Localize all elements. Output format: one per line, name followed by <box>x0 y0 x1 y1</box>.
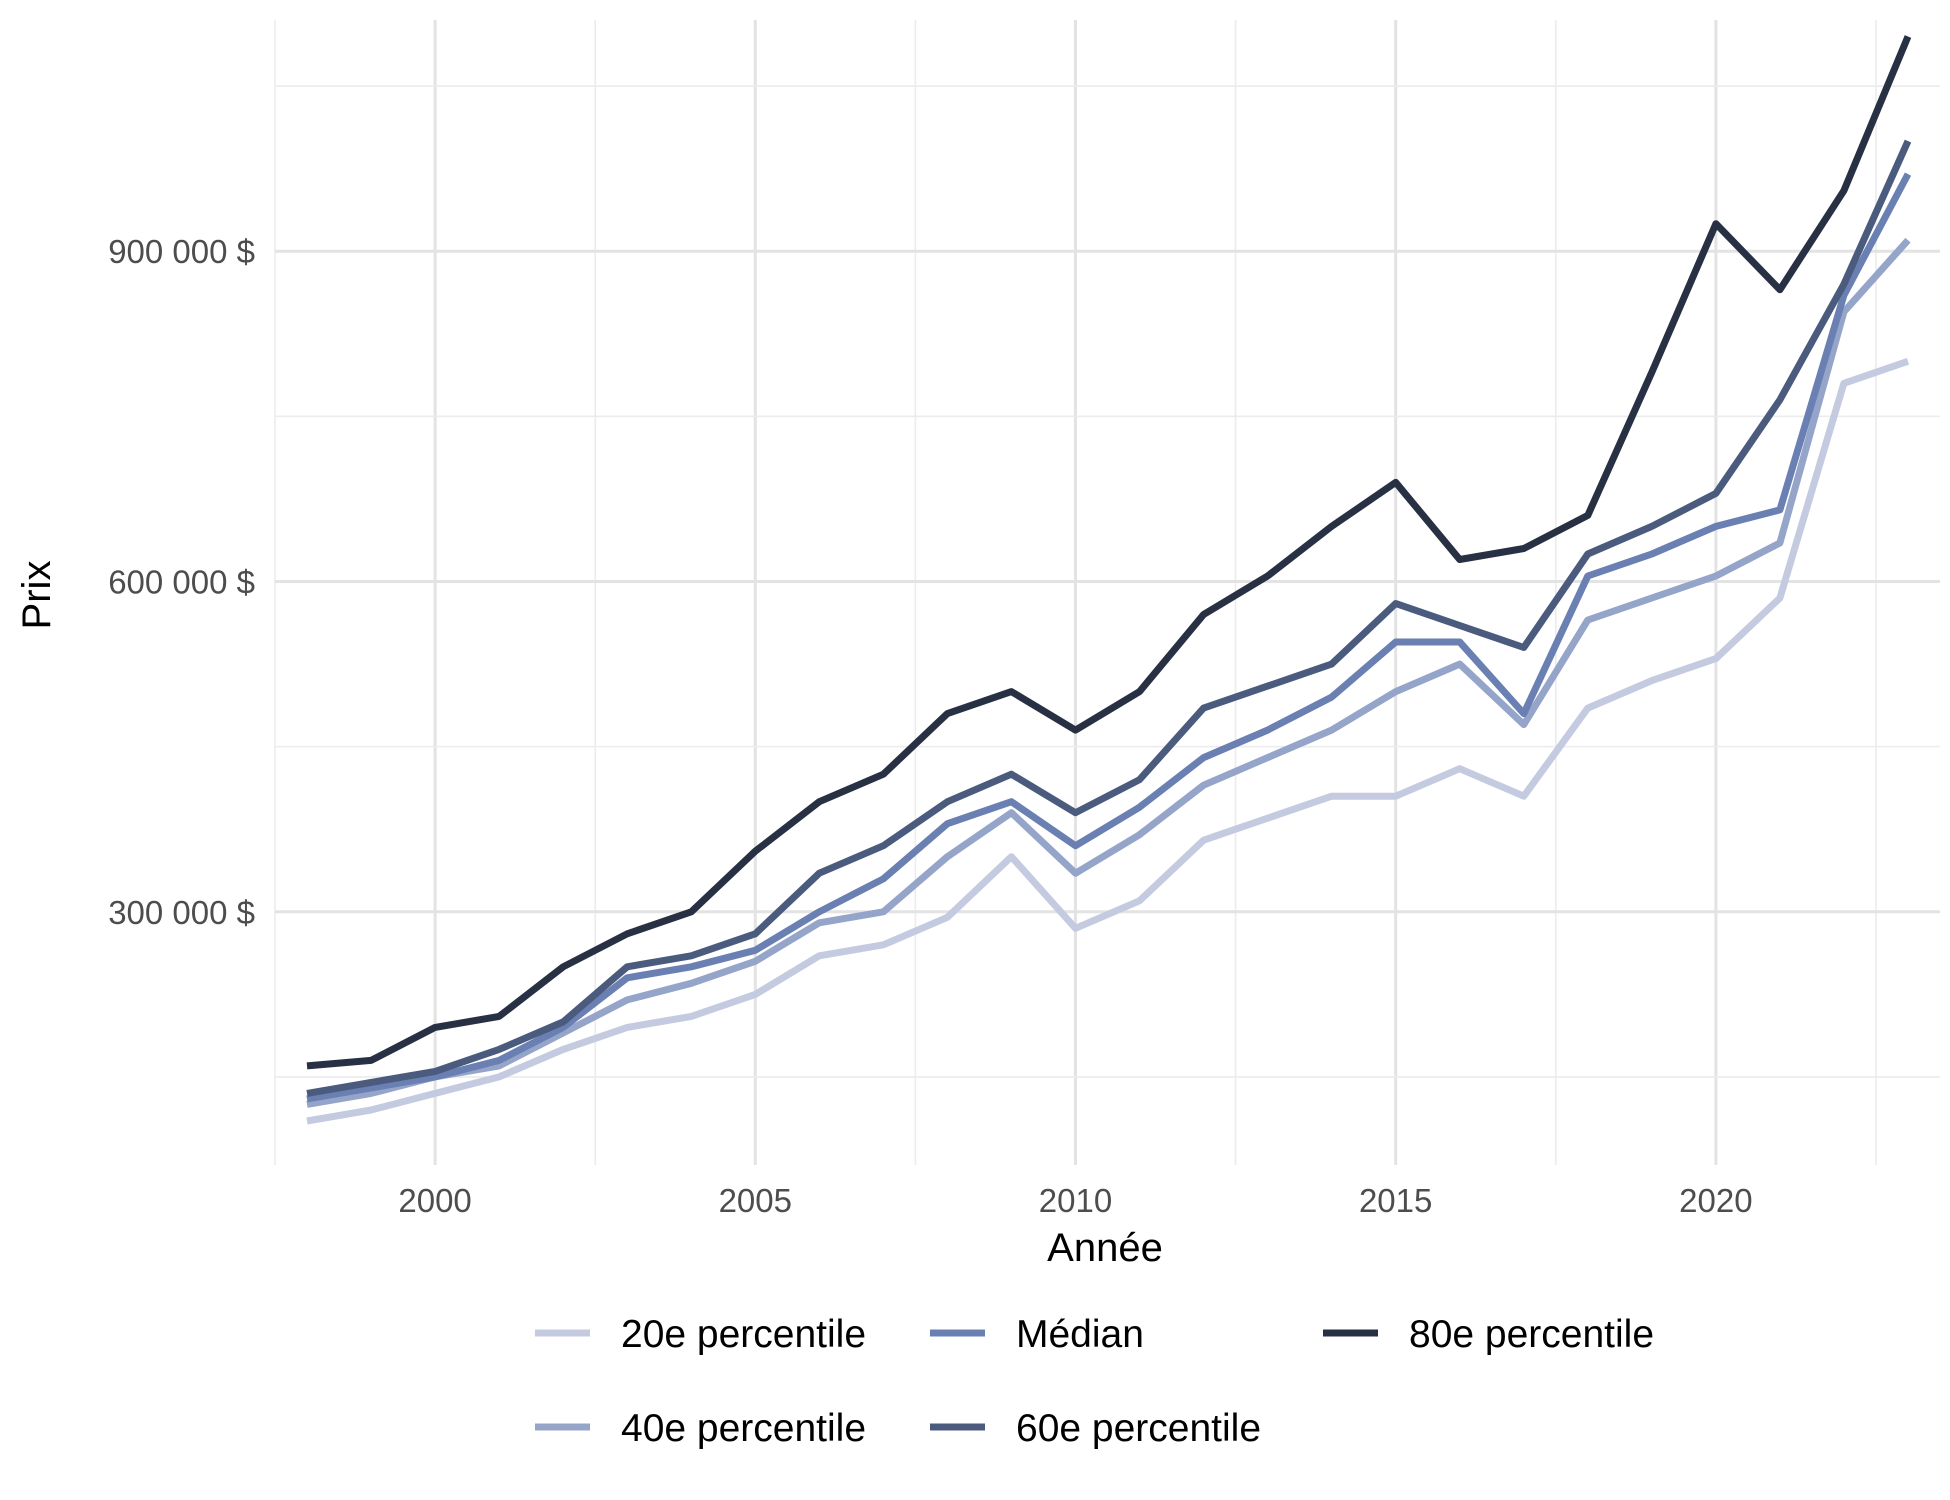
legend-label: 20e percentile <box>621 1313 866 1356</box>
legend-item: 60e percentile <box>930 1407 1261 1450</box>
x-axis-ticks: 2000 2005 2010 2015 2020 <box>398 1182 1752 1219</box>
x-tick-label: 2005 <box>719 1182 792 1219</box>
series-line <box>306 237 1911 1108</box>
series-line <box>306 357 1910 1125</box>
series-line <box>306 172 1912 1103</box>
legend-item: 40e percentile <box>535 1407 866 1450</box>
legend-item: 20e percentile <box>535 1313 866 1356</box>
x-tick-label: 2020 <box>1679 1182 1752 1219</box>
plot-lines <box>306 35 1912 1125</box>
legend-label: 40e percentile <box>621 1407 866 1450</box>
legend-label: 80e percentile <box>1409 1313 1654 1356</box>
x-tick-label: 2010 <box>1039 1182 1112 1219</box>
legend-item: Médian <box>930 1313 1144 1356</box>
series-line <box>306 35 1912 1070</box>
series-line <box>306 139 1912 1097</box>
y-axis-title: Prix <box>15 561 59 630</box>
x-axis-title: Année <box>1047 1226 1163 1270</box>
x-tick-label: 2015 <box>1359 1182 1432 1219</box>
legend-label: 60e percentile <box>1016 1407 1261 1450</box>
y-tick-label: 600 000 $ <box>108 563 255 600</box>
y-axis-ticks: 300 000 $ 600 000 $ 900 000 $ <box>108 233 255 931</box>
x-tick-label: 2000 <box>398 1182 471 1219</box>
legend-item: 80e percentile <box>1323 1313 1654 1356</box>
legend: 20e percentile 40e percentile Médian 60e pe… <box>535 1313 1654 1450</box>
y-tick-label: 300 000 $ <box>108 894 255 931</box>
y-tick-label: 900 000 $ <box>108 233 255 270</box>
legend-label: Médian <box>1016 1313 1144 1356</box>
